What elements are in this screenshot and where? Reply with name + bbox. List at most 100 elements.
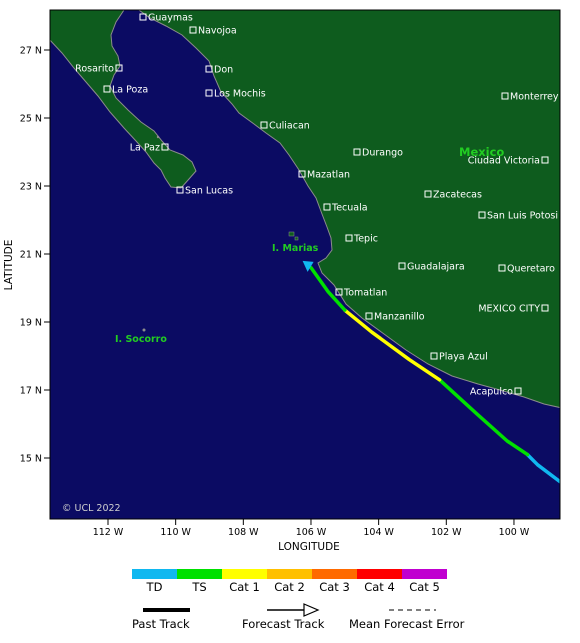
city-label-los-mochis: Los Mochis [214,89,266,100]
lat-tick-label: 23 N [20,182,42,193]
lat-tick-label: 15 N [20,454,42,465]
copyright-label: © UCL 2022 [62,503,121,514]
region-label-mexico: Mexico [459,145,504,159]
city-label-monterrey: Monterrey [510,92,559,103]
city-label-ciudad-victoria: Ciudad Victoria [468,156,540,167]
city-label-la-poza: La Poza [112,85,148,96]
map-area: Guaymas Navojoa Rosarito Don La Poza Los Moch… [50,10,560,519]
city-label-durango: Durango [362,148,403,159]
legend-label-cat-5: Cat 5 [409,580,440,594]
city-marker-zacatecas [424,190,432,198]
island-marias-1 [288,231,295,237]
category-legend: TD TS Cat 1 Cat 2 Cat 3 Cat 4 Cat 5 [132,569,447,594]
latitude-axis-label: LATITUDE [3,240,15,291]
city-label-la-paz: La Paz [130,143,160,154]
legend-swatch-cat-4 [357,569,402,579]
legend-label-ts: TS [191,580,206,594]
lat-tick-label: 21 N [20,250,42,261]
legend-swatch-cat-1 [222,569,267,579]
city-marker-tecuala [323,203,331,211]
city-marker-rosarito [115,64,123,72]
track-segment-ts [437,378,530,457]
city-label-guaymas: Guaymas [148,13,193,24]
island-marias-2 [294,236,299,241]
region-label-marias: I. Marias [272,243,319,254]
lat-tick-label: 19 N [20,318,42,329]
legend-swatch-cat-5 [402,569,447,579]
city-marker-mazatlan [298,170,306,178]
legend-swatch-ts [177,569,222,579]
storm-position-marker [302,260,314,272]
lon-tick-label: 100 W [499,527,530,538]
forecast-track-label: Forecast Track [242,617,325,631]
city-marker-los-mochis [205,89,213,97]
city-label-acapulco: Acapulco [470,387,513,398]
lon-tick-label: 102 W [431,527,462,538]
track-type-legend: Past Track Forecast Track Mean Forecast … [132,603,465,631]
city-label-tomatlan: Tomatlan [343,288,387,299]
lon-tick-label: 106 W [296,527,327,538]
forecast-error-label: Mean Forecast Error [349,617,465,631]
legend-label-cat-1: Cat 1 [229,580,260,594]
city-marker-durango [353,148,361,156]
city-marker-guadalajara [398,262,406,270]
map-frame [49,9,561,520]
legend-label-cat-2: Cat 2 [274,580,305,594]
city-label-mazatlan: Mazatlan [307,170,350,181]
lon-tick-label: 110 W [160,527,191,538]
axes: 27 N 25 N 23 N 21 N 19 N 17 N 15 N 112 W 110 W 10… [20,46,530,539]
legend-label-td: TD [146,580,163,594]
city-label-navojoa: Navojoa [198,26,237,37]
island-socorro [142,328,146,332]
legend-swatch-cat-2 [267,569,312,579]
city-marker-mexico-city [541,304,549,312]
city-markers: Guaymas Navojoa Rosarito Don La Poza Los Moch… [75,13,559,398]
city-marker-san-lucas [176,186,184,194]
city-marker-don [205,65,213,73]
city-label-manzanillo: Manzanillo [374,312,425,323]
city-label-queretaro: Queretaro [507,264,555,275]
city-label-mexico-city: MEXICO CITY [478,304,540,315]
city-marker-manzanillo [365,312,373,320]
city-label-zacatecas: Zacatecas [433,190,482,201]
city-marker-la-poza [103,85,111,93]
city-marker-tepic [345,234,353,242]
track-segment-cat-1 [343,308,442,382]
city-label-san-luis-potosi: San Luis Potosi [487,211,558,222]
city-label-tepic: Tepic [353,234,378,245]
city-marker-san-luis-potosi [478,211,486,219]
lat-tick-label: 25 N [20,114,42,125]
legend-label-cat-4: Cat 4 [364,580,395,594]
city-label-rosarito: Rosarito [75,64,114,75]
city-label-tecuala: Tecuala [331,203,368,214]
past-track-label: Past Track [132,617,190,631]
island-islet [156,135,160,139]
city-label-don: Don [214,65,233,76]
baja-peninsula [50,10,197,189]
city-label-guadalajara: Guadalajara [407,262,465,273]
city-marker-la-paz [161,143,169,151]
city-marker-acapulco [514,387,522,395]
lon-tick-label: 104 W [363,527,394,538]
longitude-axis-label: LONGITUDE [278,541,340,553]
lon-tick-label: 112 W [93,527,124,538]
lat-tick-label: 17 N [20,386,42,397]
city-label-culiacan: Culiacan [269,121,310,132]
track-segment-ts [309,265,347,312]
legend-swatch-td [132,569,177,579]
city-marker-ciudad-victoria [541,156,549,164]
city-marker-culiacan [260,121,268,129]
track-segment-lead [536,463,560,484]
track-segment-td [525,452,540,467]
legend-swatch-cat-3 [312,569,357,579]
city-marker-monterrey [501,92,509,100]
legend-label-cat-3: Cat 3 [319,580,350,594]
city-marker-tomatlan [335,288,343,296]
city-marker-queretaro [498,264,506,272]
city-marker-playa-azul [430,352,438,360]
lat-tick-label: 27 N [20,46,42,57]
lon-tick-label: 108 W [228,527,259,538]
city-label-playa-azul: Playa Azul [439,352,488,363]
city-label-san-lucas: San Lucas [185,186,233,197]
